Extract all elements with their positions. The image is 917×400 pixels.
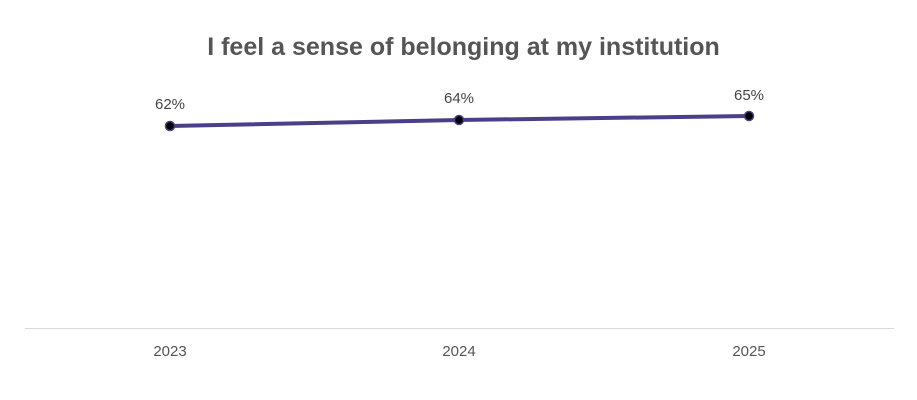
data-point-2025[interactable]: [743, 110, 755, 122]
data-label-2024: 64%: [444, 90, 474, 107]
data-point-2024[interactable]: [453, 114, 465, 126]
chart-title: I feel a sense of belonging at my instit…: [207, 33, 720, 61]
x-tick-2024: 2024: [442, 343, 475, 360]
x-tick-2025: 2025: [732, 343, 765, 360]
data-point-2023[interactable]: [164, 120, 176, 132]
data-label-2025: 65%: [734, 87, 764, 104]
x-tick-2023: 2023: [153, 343, 186, 360]
data-label-2023: 62%: [155, 96, 185, 113]
